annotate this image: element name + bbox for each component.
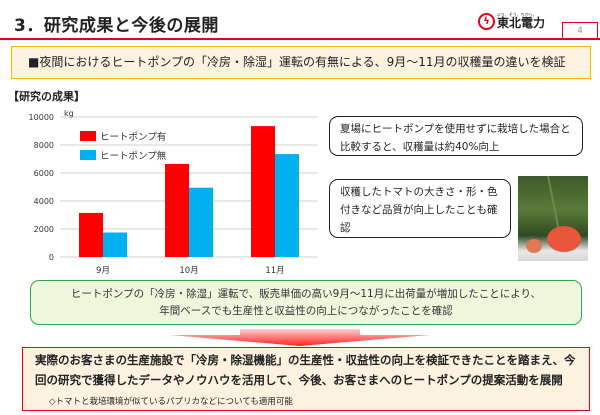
y-tick-label: 10000 (29, 113, 54, 122)
bar-with-heatpump (251, 126, 275, 257)
page-number: 4 (562, 22, 598, 39)
callout-yield: 夏場にヒートポンプを使用せずに栽培した場合と比較すると、収穫量は約40%向上 (329, 116, 583, 156)
y-tick-label: 4000 (34, 197, 54, 206)
topic-box: ■夜間におけるヒートポンプの「冷房・除湿」運転の有無による、9月～11月の収穫量… (11, 46, 591, 79)
y-tick-label: 0 (49, 253, 54, 262)
y-tick-label: 2000 (34, 225, 54, 234)
down-arrow-icon (170, 329, 430, 346)
lightning-logo-icon: ϟ (478, 12, 495, 30)
x-tick-label: 11月 (265, 266, 284, 276)
bar-without-heatpump (275, 154, 299, 257)
legend-label: ヒートポンプ有 (100, 131, 166, 143)
legend-swatch (80, 150, 96, 160)
summary-box: ヒートポンプの「冷房・除湿」運転で、販売単価の高い9月～11月に出荷量が増加した… (30, 280, 582, 325)
legend-swatch (80, 131, 96, 141)
summary-line-2: 年間ベースでも生産性と収益性の向上につながったことを確認 (159, 305, 453, 317)
conclusion-box: 実際のお客さまの生産施設で「冷房・除湿機能」の生産性・収益性の向上を検証できたこ… (22, 347, 590, 411)
bar-without-heatpump (189, 187, 213, 257)
conclusion-note: ◇トマトと栽培環境が似ているパプリカなどについても適用可能 (49, 397, 293, 407)
bar-with-heatpump (165, 163, 189, 257)
page-title: 3．研究成果と今後の展開 (14, 16, 219, 36)
x-tick-label: 9月 (96, 266, 110, 276)
x-tick-label: 10月 (179, 266, 198, 276)
logo-name: 東北電力 (497, 16, 546, 30)
section-label: 【研究の成果】 (8, 90, 85, 103)
summary-line-1: ヒートポンプの「冷房・除湿」運転で、販売単価の高い9月～11月に出荷量が増加した… (70, 288, 542, 300)
logo-tagline: より、そう、ちから。 (497, 12, 537, 17)
tomato-photo (518, 176, 588, 261)
y-tick-label: 6000 (34, 169, 54, 178)
legend-label: ヒートポンプ無 (100, 150, 167, 162)
y-tick-label: 8000 (34, 141, 54, 150)
company-logo: ϟ より、そう、ちから。 東北電力 (478, 12, 545, 30)
y-axis-unit: kg (64, 109, 74, 118)
callout-quality: 収穫したトマトの大きさ・形・色付きなど品質が向上したことも確認 (329, 179, 511, 238)
bar-without-heatpump (103, 232, 127, 257)
conclusion-text: 実際のお客さまの生産施設で「冷房・除湿機能」の生産性・収益性の向上を検証できたこ… (35, 353, 576, 387)
header-divider (0, 38, 600, 40)
bar-with-heatpump (79, 212, 103, 257)
bar-chart: 0 2000 4000 6000 8000 10000 kg 9月 10月 11月 ヒートポンプ有ヒ… (29, 109, 318, 276)
